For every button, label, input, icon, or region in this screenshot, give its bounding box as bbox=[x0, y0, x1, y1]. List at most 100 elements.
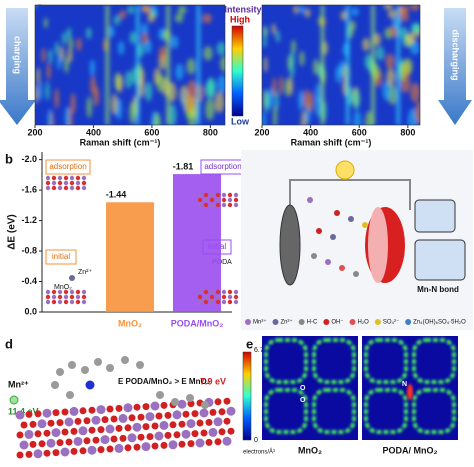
x-tick-label: 600 bbox=[352, 127, 367, 137]
legend-swatch bbox=[405, 319, 412, 325]
heatmap-streak bbox=[166, 5, 171, 125]
legend-swatch bbox=[298, 319, 305, 325]
heatmap-blob bbox=[36, 67, 41, 85]
atom-label: N bbox=[402, 381, 407, 388]
slab-atom bbox=[203, 289, 209, 295]
slab-atom bbox=[215, 294, 221, 300]
heatmap-blob bbox=[144, 39, 152, 54]
slab-atom bbox=[33, 449, 43, 459]
legend-label: OH⁻ bbox=[331, 320, 343, 326]
bulb bbox=[335, 160, 355, 180]
slab-atom bbox=[29, 440, 37, 448]
heatmap-blob bbox=[290, 39, 297, 54]
heatmap-blob bbox=[382, 81, 392, 101]
density-hotspot bbox=[407, 384, 413, 400]
heatmap-blob bbox=[299, 50, 305, 67]
slab-atom bbox=[197, 294, 203, 300]
slab-atom bbox=[16, 431, 24, 439]
x-tick-label: 800 bbox=[400, 127, 415, 137]
heatmap-blob bbox=[353, 109, 362, 125]
slab-atom bbox=[209, 289, 215, 295]
heatmap-blob bbox=[340, 10, 348, 21]
density-colorbar bbox=[242, 351, 252, 441]
slab-atom bbox=[29, 420, 37, 428]
molecule-atom bbox=[51, 381, 59, 389]
slab-atom bbox=[63, 185, 69, 191]
value-label: -1.44 bbox=[106, 190, 127, 200]
heatmap-blob bbox=[411, 23, 420, 36]
slab-atom bbox=[45, 289, 51, 295]
slab-atom bbox=[25, 410, 33, 418]
slab-atom bbox=[81, 185, 87, 191]
y-tick-label: -1.2 bbox=[21, 215, 37, 225]
slab-atom bbox=[115, 404, 123, 412]
heatmap-blob bbox=[119, 9, 126, 20]
bond-label: Mn-N bond bbox=[417, 285, 459, 294]
slab-atom bbox=[233, 289, 239, 295]
atom-label: O bbox=[300, 385, 306, 392]
slab-atom bbox=[45, 294, 51, 300]
slab-atom bbox=[160, 441, 168, 449]
slab-atom bbox=[233, 197, 239, 203]
slab-atom bbox=[24, 429, 34, 439]
slab-atom bbox=[233, 202, 239, 208]
slab-atom bbox=[46, 438, 56, 448]
bar bbox=[106, 202, 154, 312]
heatmap-blob bbox=[35, 84, 38, 104]
map-label: MnO₂ bbox=[298, 445, 322, 455]
slab-atom bbox=[209, 299, 215, 305]
legend-label: Mn²⁺ bbox=[253, 319, 267, 326]
slab-atom bbox=[106, 405, 114, 413]
slab-atom bbox=[215, 192, 221, 198]
slab-atom bbox=[146, 433, 154, 441]
slab-atom bbox=[132, 422, 142, 432]
density-ring bbox=[264, 338, 308, 384]
slab-atom bbox=[150, 401, 160, 411]
annotation-box bbox=[45, 249, 77, 265]
slab-atom bbox=[57, 185, 63, 191]
heatmap-streak bbox=[396, 5, 401, 125]
slab-atom bbox=[214, 438, 222, 446]
heatmap-blob bbox=[66, 27, 72, 40]
ion bbox=[339, 265, 345, 271]
heatmap-blob bbox=[410, 82, 420, 103]
molecule-atom bbox=[94, 358, 102, 366]
slab-atom bbox=[69, 289, 75, 295]
density-ring bbox=[412, 388, 456, 434]
slab-atom bbox=[97, 426, 105, 434]
slab-atom bbox=[75, 289, 81, 295]
slab-atom bbox=[63, 294, 69, 300]
slab-atom bbox=[227, 427, 235, 435]
slab-atom bbox=[203, 294, 209, 300]
slab-atom bbox=[88, 426, 96, 434]
heatmap-blob bbox=[298, 90, 304, 111]
slab-atom bbox=[47, 419, 55, 427]
legend-swatch bbox=[349, 319, 356, 325]
heatmap-blob bbox=[45, 81, 50, 101]
slab-atom bbox=[181, 429, 191, 439]
slab-atom bbox=[205, 438, 213, 446]
slab-atom bbox=[56, 419, 64, 427]
colorbar-min: 0 bbox=[254, 437, 258, 444]
slab-atom bbox=[203, 299, 209, 305]
heatmap-blob bbox=[85, 27, 92, 40]
slab-atom bbox=[81, 175, 87, 181]
molecule-atom bbox=[106, 364, 114, 372]
legend-label: SO₄²⁻ bbox=[383, 320, 399, 326]
mn-ion bbox=[9, 395, 19, 405]
heatmap-blob bbox=[262, 89, 267, 110]
slab-atom bbox=[97, 446, 105, 454]
slab-atom bbox=[57, 180, 63, 186]
slab-atom bbox=[209, 192, 215, 198]
slab-atom bbox=[197, 197, 203, 203]
slab-atom bbox=[128, 414, 136, 422]
slab-atom bbox=[81, 289, 87, 295]
slab-atom bbox=[25, 450, 33, 458]
heatmap-texture bbox=[262, 5, 420, 125]
heatmap-blob bbox=[46, 62, 51, 80]
slab-atom bbox=[227, 299, 233, 305]
y-tick-label: 0.0 bbox=[24, 306, 37, 316]
slab-atom bbox=[178, 420, 186, 428]
heatmap-blob bbox=[140, 23, 149, 35]
